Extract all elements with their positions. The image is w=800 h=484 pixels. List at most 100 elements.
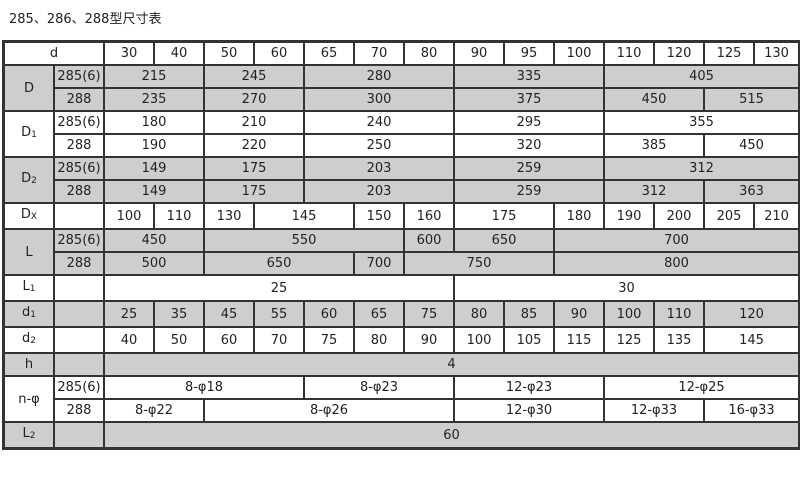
table-cell: 130 (205, 204, 254, 228)
table-cell: 200 (655, 204, 704, 228)
cell-text: 60 (220, 332, 238, 348)
table-cell: 90 (555, 302, 604, 326)
table-cell: 285(6) (55, 230, 104, 251)
header-cell: 65 (305, 43, 354, 64)
table-cell: 55 (255, 302, 304, 326)
table-cell: 30 (455, 276, 799, 300)
table-cell: 120 (705, 302, 799, 326)
table-cell: 259 (455, 181, 604, 202)
cell-text: 515 (739, 92, 764, 107)
cell-text: 120 (739, 306, 764, 322)
table-cell: 60 (305, 302, 354, 326)
cell-text: 285(6) (57, 161, 101, 176)
table-row: 288 149 175 203 259 312 363 (5, 181, 799, 202)
table-cell: 288 (55, 181, 104, 202)
cell-text: 180 (141, 115, 167, 130)
cell-text: 60 (443, 427, 460, 443)
cell-text: 700 (366, 256, 392, 271)
table-cell: 259 (455, 158, 604, 179)
table-cell: 8-φ23 (305, 377, 454, 398)
table-cell (55, 302, 104, 326)
cell-text: 70 (270, 332, 288, 348)
cell-text: 300 (366, 92, 392, 107)
header-cell: 80 (405, 43, 454, 64)
cell-text: 295 (516, 115, 542, 130)
cell-text: 259 (516, 184, 542, 199)
table-cell: 700 (355, 253, 404, 274)
cell-text: 270 (241, 92, 267, 107)
cell-text: 135 (666, 332, 692, 348)
cell-text: D (21, 171, 32, 186)
table-cell: 210 (755, 204, 799, 228)
table-cell (55, 204, 104, 228)
cell-text: 75 (320, 332, 338, 348)
cell-text: 800 (664, 256, 689, 271)
table-cell: 8-φ26 (205, 400, 454, 421)
cell-text: 45 (220, 306, 238, 322)
cell-text: 105 (516, 332, 542, 348)
cell-text: 259 (516, 161, 542, 176)
cell-text: 285(6) (57, 69, 101, 84)
table-row: D1 285(6) 180 210 240 295 355 (5, 112, 799, 156)
table-cell: 65 (355, 302, 404, 326)
cell-text: 55 (270, 306, 288, 322)
table-cell (55, 276, 104, 300)
cell-text: 220 (241, 138, 267, 153)
cell-text: 203 (366, 161, 392, 176)
table-cell: 335 (455, 66, 604, 87)
cell-text: 40 (120, 332, 138, 348)
cell-text: 65 (320, 46, 338, 61)
table-cell: h (5, 354, 53, 375)
table-cell: 100 (455, 328, 504, 352)
cell-text: L (22, 426, 30, 441)
table-cell: 750 (405, 253, 554, 274)
cell-text: 40 (170, 46, 188, 61)
table-cell: 288 (55, 253, 104, 274)
cell-text: 125 (616, 332, 642, 348)
table-cell: 295 (455, 112, 604, 133)
cell-text: d (22, 305, 31, 320)
cell-subscript: 1 (30, 310, 36, 320)
table-cell: 550 (205, 230, 404, 251)
table-row: 288 8-φ22 8-φ26 12-φ30 12-φ33 16-φ33 (5, 400, 799, 421)
cell-text: 500 (141, 256, 167, 271)
table-cell: D (5, 66, 53, 110)
table-row: L1 25 30 (5, 276, 799, 300)
table-cell: 210 (205, 112, 304, 133)
table-cell: 149 (105, 181, 204, 202)
cell-text: 200 (666, 208, 692, 224)
cell-text: 280 (366, 69, 392, 84)
cell-text: 149 (141, 161, 167, 176)
table-cell: 25 (105, 302, 154, 326)
table-cell: L1 (5, 276, 53, 300)
cell-text: 125 (716, 46, 742, 61)
table-cell: 160 (405, 204, 454, 228)
table-row: d1 25 35 45 55 60 65 75 80 85 90 100 110 120 (5, 302, 799, 326)
table-cell: DX (5, 204, 53, 228)
table-cell: 145 (255, 204, 354, 228)
cell-text: L (25, 244, 33, 260)
cell-text: 288 (66, 403, 92, 418)
cell-subscript: 2 (29, 431, 36, 441)
table-cell: 12-φ30 (455, 400, 604, 421)
cell-text: 115 (566, 332, 592, 348)
table-cell: 450 (605, 89, 704, 110)
cell-text: 145 (291, 208, 317, 224)
cell-text: 245 (241, 69, 267, 84)
cell-text: 175 (241, 161, 267, 176)
table-cell: 70 (255, 328, 304, 352)
cell-text: 12-φ23 (505, 380, 553, 395)
cell-text: 250 (366, 138, 392, 153)
cell-text: 8-φ26 (309, 403, 349, 418)
cell-text: 288 (66, 92, 92, 107)
table-cell: d1 (5, 302, 53, 326)
header-row: d 30 40 50 60 65 70 80 90 95 100 110 120 125 130 (5, 43, 799, 64)
cell-text: 50 (220, 46, 238, 61)
table-cell: 250 (305, 135, 454, 156)
table-cell: 363 (705, 181, 799, 202)
table-cell: 375 (455, 89, 604, 110)
cell-text: 288 (66, 138, 92, 153)
cell-text: 375 (516, 92, 542, 107)
cell-text: 285(6) (57, 115, 101, 130)
